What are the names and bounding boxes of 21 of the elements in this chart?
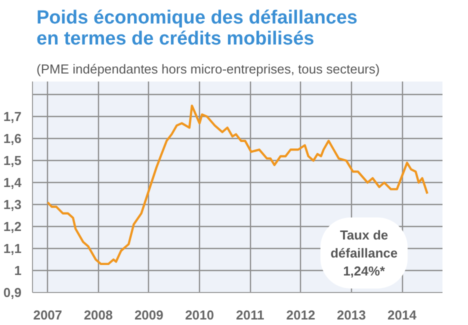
y-tick-label: 1 <box>14 263 22 278</box>
chart-subtitle: (PME indépendantes hors micro-entreprises, tous secteurs) <box>36 62 380 76</box>
y-tick-label: 1,1 <box>3 241 22 256</box>
x-tick-label: 2012 <box>286 308 316 322</box>
line-series <box>46 104 428 266</box>
y-tick-label: 1,7 <box>3 109 22 124</box>
x-tick-label: 2011 <box>236 308 264 322</box>
x-tick-label: 2009 <box>134 308 164 322</box>
y-tick-label: 1,4 <box>3 175 22 190</box>
y-tick-label: 1,5 <box>3 153 22 168</box>
y-tick-label: 1,2 <box>3 219 22 234</box>
x-tick-label: 2010 <box>185 308 214 322</box>
annotation: Taux de défaillance 1,24%* <box>330 227 398 278</box>
y-tick-label: 1,6 <box>3 131 22 146</box>
x-tick-label: 2013 <box>336 308 366 322</box>
chart-title: Poids économique des défaillances en termes de crédits mobilisés <box>36 8 358 50</box>
y-tick-label: 0,9 <box>3 285 22 300</box>
x-tick-label: 2008 <box>84 308 113 322</box>
x-tick-label: 2014 <box>388 308 418 322</box>
y-tick-label: 1,3 <box>3 197 22 212</box>
x-tick-label: 2007 <box>33 308 62 322</box>
